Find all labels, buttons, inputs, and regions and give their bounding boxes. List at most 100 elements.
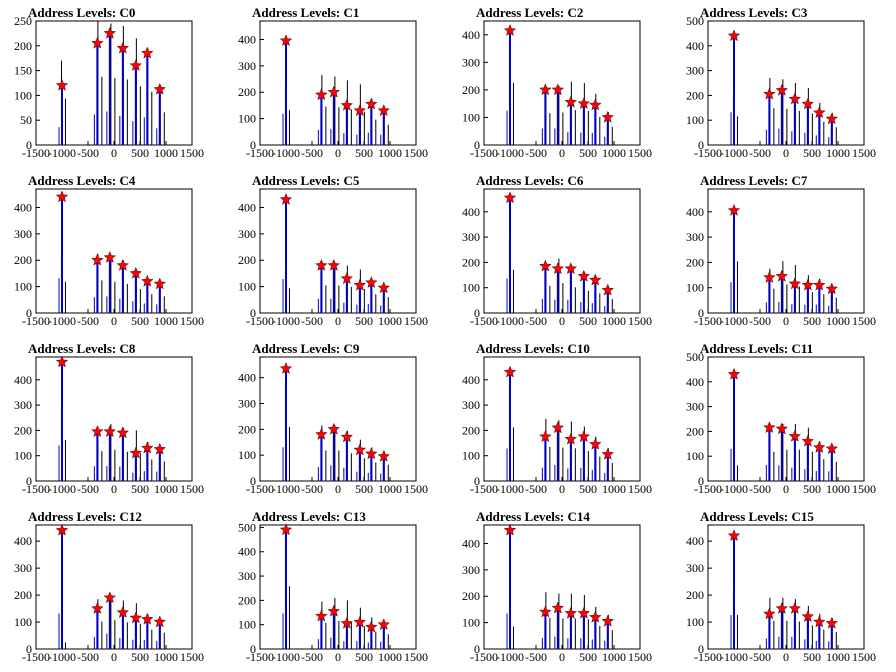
chart-title: Address Levels: C10 bbox=[476, 341, 590, 356]
chart-title: Address Levels: C6 bbox=[476, 173, 584, 188]
chart-panel: Address Levels: C7 0 100 200 300 400 -1500 -100… bbox=[672, 168, 896, 336]
y-tick-label: 300 bbox=[462, 55, 480, 69]
peak-marker bbox=[775, 422, 789, 435]
y-tick-label: 200 bbox=[462, 255, 480, 269]
peak-marker bbox=[564, 606, 578, 619]
y-tick-label: 200 bbox=[462, 83, 480, 97]
y-tick-label: 100 bbox=[462, 449, 480, 463]
peak-marker bbox=[103, 26, 117, 39]
peak-marker bbox=[353, 278, 367, 291]
peak-marker bbox=[589, 273, 602, 286]
peak-marker bbox=[775, 602, 789, 614]
peak-marker bbox=[813, 440, 826, 453]
peak-marker bbox=[55, 355, 69, 368]
y-tick-label: 200 bbox=[238, 253, 256, 267]
peak-marker bbox=[141, 274, 154, 287]
y-tick-label: 300 bbox=[462, 563, 480, 577]
chart-title: Address Levels: C3 bbox=[700, 5, 808, 20]
x-tick-label: -1500 bbox=[246, 146, 274, 160]
y-tick-label: 0 bbox=[26, 642, 32, 656]
x-tick-label: 0 bbox=[335, 482, 341, 496]
peak-marker bbox=[825, 616, 839, 629]
peak-marker bbox=[377, 449, 391, 462]
chart-title: Address Levels: C0 bbox=[28, 5, 136, 20]
peak-marker bbox=[377, 281, 391, 294]
x-tick-label: -1500 bbox=[246, 650, 274, 664]
y-tick-label: 0 bbox=[474, 642, 480, 656]
y-tick-label: 0 bbox=[698, 306, 704, 320]
x-tick-label: 1000 bbox=[154, 314, 178, 328]
peak-marker bbox=[801, 610, 815, 622]
x-tick-label: -500 bbox=[525, 146, 547, 160]
x-tick-label: 1500 bbox=[628, 146, 652, 160]
x-tick-label: 0 bbox=[783, 146, 789, 160]
y-tick-label: 0 bbox=[26, 306, 32, 320]
y-tick-label: 400 bbox=[238, 371, 256, 385]
peak-marker bbox=[539, 259, 552, 272]
y-tick-label: 400 bbox=[462, 536, 480, 550]
y-tick-label: 100 bbox=[686, 615, 704, 629]
y-tick-label: 500 bbox=[686, 350, 704, 364]
chart-panel: Address Levels: C10 0 100 200 300 400 -1500 -10… bbox=[448, 336, 672, 504]
x-tick-label: -1500 bbox=[694, 314, 722, 328]
x-tick-label: 0 bbox=[559, 482, 565, 496]
y-tick-label: 200 bbox=[686, 255, 704, 269]
y-tick-label: 300 bbox=[686, 64, 704, 78]
peak-marker bbox=[503, 365, 517, 378]
x-tick-label: 500 bbox=[131, 482, 149, 496]
x-tick-label: -500 bbox=[77, 650, 99, 664]
x-tick-label: 1000 bbox=[602, 650, 626, 664]
x-tick-label: 1000 bbox=[826, 482, 850, 496]
y-tick-label: 100 bbox=[462, 616, 480, 630]
peak-marker bbox=[141, 612, 154, 625]
chart-title: Address Levels: C13 bbox=[252, 509, 366, 524]
x-tick-label: 500 bbox=[355, 146, 373, 160]
peak-marker bbox=[315, 258, 328, 271]
chart-panel: Address Levels: C5 0 100 200 300 400 -1500 -100… bbox=[224, 168, 448, 336]
peak-marker bbox=[551, 421, 565, 434]
peak-marker bbox=[564, 262, 578, 275]
peak-marker bbox=[129, 59, 143, 71]
y-tick-label: 300 bbox=[14, 398, 32, 412]
peak-marker bbox=[813, 278, 826, 291]
chart-panel: Address Levels: C1 0 100 200 300 400 -1500 -100… bbox=[224, 0, 448, 168]
peak-marker bbox=[315, 609, 328, 622]
x-tick-label: 0 bbox=[335, 314, 341, 328]
y-tick-label: 300 bbox=[14, 227, 32, 241]
y-tick-label: 200 bbox=[238, 85, 256, 99]
x-tick-label: -500 bbox=[77, 146, 99, 160]
y-tick-label: 150 bbox=[14, 64, 32, 78]
peak-marker bbox=[365, 97, 378, 110]
chart-panel: Address Levels: C0 0 50 100 150 200 250 -1500 -1… bbox=[0, 0, 224, 168]
chart-panel: Address Levels: C8 0 100 200 300 400 -1500 -100… bbox=[0, 336, 224, 504]
peak-marker bbox=[788, 92, 802, 105]
y-tick-label: 100 bbox=[462, 110, 480, 124]
x-tick-label: 1000 bbox=[602, 314, 626, 328]
x-tick-label: 500 bbox=[355, 482, 373, 496]
x-tick-label: 1500 bbox=[852, 146, 876, 160]
peak-marker bbox=[763, 87, 776, 100]
x-tick-label: -500 bbox=[301, 482, 323, 496]
x-tick-label: 1000 bbox=[378, 650, 402, 664]
x-tick-label: -1000 bbox=[720, 314, 748, 328]
y-tick-label: 200 bbox=[238, 422, 256, 436]
x-tick-label: 500 bbox=[355, 314, 373, 328]
y-tick-label: 0 bbox=[26, 138, 32, 152]
x-tick-label: 0 bbox=[783, 314, 789, 328]
chart-svg: 0 100 200 300 400 -1500-1000 -500 0 500 1000 1500 bbox=[462, 356, 652, 496]
x-tick-label: -500 bbox=[77, 482, 99, 496]
chart-svg: 0 100 200 300 400 -1500-1000 -500 0 500 1000 1500 bbox=[462, 20, 652, 160]
peak-marker bbox=[153, 82, 167, 95]
x-tick-label: -1000 bbox=[48, 314, 76, 328]
peak-marker bbox=[551, 83, 565, 96]
y-tick-label: 200 bbox=[238, 593, 256, 607]
y-tick-label: 100 bbox=[14, 88, 32, 102]
x-tick-label: -1000 bbox=[48, 146, 76, 160]
peak-marker bbox=[539, 83, 552, 96]
y-tick-label: 100 bbox=[238, 112, 256, 126]
y-tick-label: 400 bbox=[238, 545, 256, 559]
x-tick-label: -500 bbox=[525, 482, 547, 496]
chart-panel: Address Levels: C14 0 100 200 300 400 -1500 -10… bbox=[448, 504, 672, 672]
chart-svg: 0 100 200 300 400 -1500-1000 -500 0 500 1000 1500 bbox=[238, 20, 428, 160]
